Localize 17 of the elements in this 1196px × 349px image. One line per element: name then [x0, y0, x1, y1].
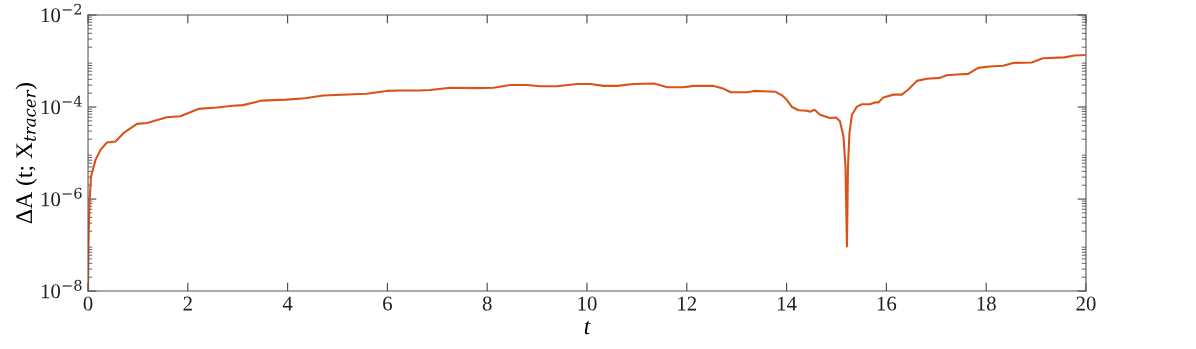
x-tick-label: 18 [977, 296, 996, 311]
x-tick-label: 6 [383, 296, 392, 311]
x-tick-label: 4 [282, 296, 293, 311]
y-tick-label: 10$^{−8}$ [41, 279, 82, 299]
x-tick-label: 16 [877, 296, 897, 311]
x-tick-label: 20 [1076, 296, 1096, 311]
x-tick-label: 8 [482, 296, 492, 311]
x-tick-label: 14 [778, 296, 797, 311]
y-tick-label: 10$^{−4}$ [41, 95, 82, 115]
y-axis-title: ΔA (t; X$_{tracer}$) [15, 83, 37, 224]
y-tick-label: 10$^{−2}$ [41, 3, 82, 23]
x-tick-label: 0 [83, 296, 93, 311]
y-tick-label: 10$^{−6}$ [41, 187, 82, 207]
x-tick-label: 12 [678, 296, 697, 311]
x-axis-title: t [584, 320, 591, 335]
x-tick-label: 2 [183, 296, 192, 311]
x-tick-label: 10 [578, 296, 597, 311]
